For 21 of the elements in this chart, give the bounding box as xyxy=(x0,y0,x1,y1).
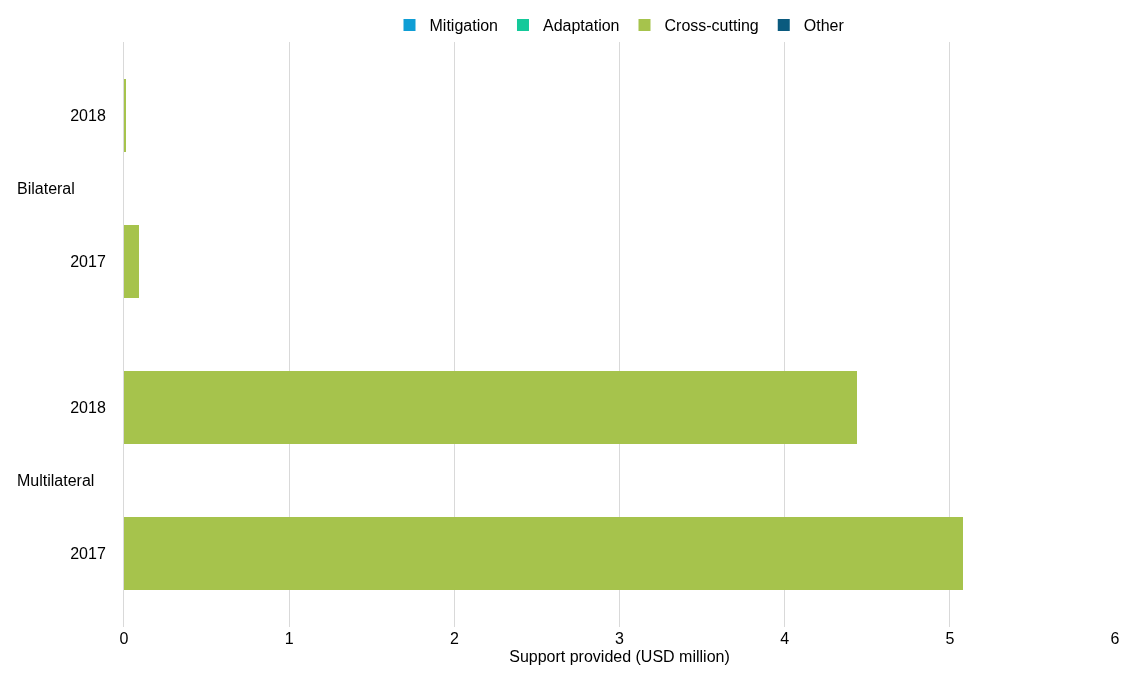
bar xyxy=(124,224,139,298)
y-tick-label: 2018 xyxy=(70,399,106,417)
x-tick-label: 3 xyxy=(615,630,625,647)
y-tick-label: 2018 xyxy=(70,106,106,124)
x-tick-label: 5 xyxy=(945,630,955,647)
legend-label: Adaptation xyxy=(542,17,620,35)
bar xyxy=(124,517,964,591)
x-tick-label: 1 xyxy=(284,630,294,647)
legend-label: Other xyxy=(803,17,845,35)
legend-label: Mitigation xyxy=(429,17,498,35)
bar xyxy=(124,371,858,445)
x-tick-label: 6 xyxy=(1110,630,1120,647)
x-tick-label: 4 xyxy=(780,630,790,647)
text: Bilateral xyxy=(17,180,75,197)
text: Multilateral xyxy=(17,472,95,489)
x-tick-label: 0 xyxy=(119,630,129,647)
legend-label: Cross-cutting xyxy=(664,17,759,35)
x-axis-title: Support provided (USD million) xyxy=(509,647,730,665)
y-tick-label: 2017 xyxy=(70,545,106,563)
x-tick-label: 2 xyxy=(449,630,459,647)
y-tick-label: 2017 xyxy=(70,252,106,270)
